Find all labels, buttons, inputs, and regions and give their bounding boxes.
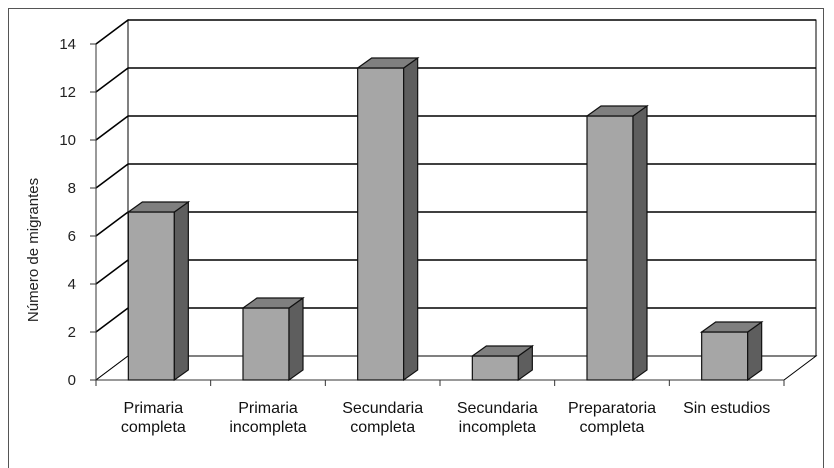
- x-category-label-line: Primaria: [124, 400, 184, 417]
- x-category-label-line: Secundaria: [457, 400, 538, 417]
- bar-front: [357, 67, 405, 381]
- x-category-label-line: incompleta: [459, 419, 536, 436]
- bar: [585, 104, 649, 382]
- y-tick-label: 8: [68, 180, 76, 197]
- back-wall: [127, 19, 817, 357]
- side-wall: [95, 19, 129, 381]
- bar-front: [701, 331, 749, 381]
- gridline: [95, 67, 816, 93]
- y-tick-label: 14: [59, 36, 76, 53]
- y-tick-label: 0: [68, 372, 76, 389]
- bar: [126, 200, 191, 382]
- bars: [126, 56, 764, 382]
- bar-top: [699, 321, 764, 333]
- gridline: [95, 19, 816, 45]
- chart-frame: [8, 8, 824, 468]
- x-category-label-line: completa: [350, 419, 415, 436]
- y-axis-title: Número de migrantes: [25, 178, 42, 322]
- bar-side: [403, 56, 419, 382]
- axes: [90, 43, 785, 386]
- y-tick-label: 4: [68, 276, 76, 293]
- x-category-label: Secundaria incompleta: [457, 400, 538, 436]
- bar-top: [355, 57, 420, 69]
- x-category-label: Preparatoria completa: [568, 400, 656, 436]
- chart-back-walls: [94, 19, 818, 381]
- bar-front: [586, 115, 634, 381]
- bar-top: [126, 201, 191, 213]
- x-category-label-line: Primaria: [238, 400, 298, 417]
- y-tick-labels: 0 2 4 6 8 10 12 14: [59, 36, 76, 389]
- bar-front: [242, 307, 290, 381]
- x-category-label: Primaria completa: [121, 400, 186, 436]
- bar-top: [470, 345, 535, 357]
- bar-side: [632, 104, 648, 382]
- y-tick-label: 2: [68, 324, 76, 341]
- bar: [241, 296, 305, 382]
- bar: [470, 344, 535, 382]
- bar: [355, 56, 420, 382]
- x-category-label-line: Sin estudios: [683, 400, 770, 417]
- bar-top: [241, 297, 305, 309]
- x-category-label-line: completa: [580, 419, 645, 436]
- x-category-label-line: incompleta: [229, 419, 306, 436]
- bar-side: [173, 200, 189, 382]
- x-category-label: Primaria incompleta: [229, 400, 306, 436]
- x-category-label-line: Secundaria: [342, 400, 423, 417]
- y-tick-label: 10: [59, 132, 76, 149]
- bar: [699, 320, 764, 382]
- x-category-label-line: Preparatoria: [568, 400, 656, 417]
- bar-side: [288, 296, 304, 382]
- x-category-label: Secundaria completa: [342, 400, 423, 436]
- y-tick-label: 12: [59, 84, 76, 101]
- x-category-label: Sin estudios: [683, 400, 770, 417]
- bar-front: [471, 355, 519, 381]
- bar-top: [585, 105, 649, 117]
- y-tick-label: 6: [68, 228, 76, 245]
- bar-front: [127, 211, 175, 381]
- x-category-label-line: completa: [121, 419, 186, 436]
